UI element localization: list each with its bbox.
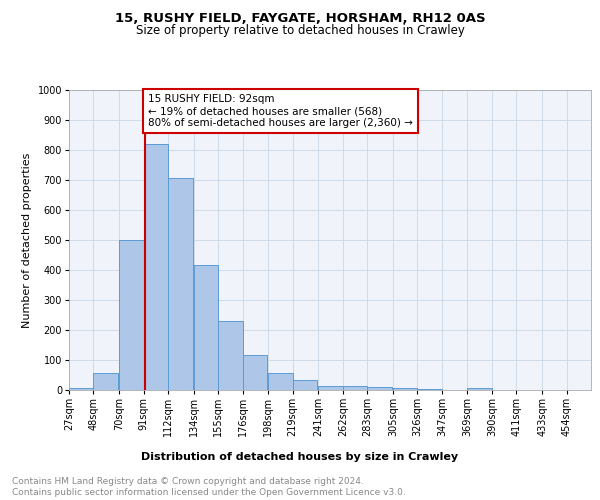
Text: 15, RUSHY FIELD, FAYGATE, HORSHAM, RH12 0AS: 15, RUSHY FIELD, FAYGATE, HORSHAM, RH12 … — [115, 12, 485, 26]
Text: Size of property relative to detached houses in Crawley: Size of property relative to detached ho… — [136, 24, 464, 37]
Bar — [418, 388, 442, 390]
Bar — [293, 380, 317, 390]
Bar — [319, 386, 343, 390]
Bar — [343, 386, 367, 390]
Bar — [94, 372, 118, 390]
Bar — [467, 388, 492, 390]
Y-axis label: Number of detached properties: Number of detached properties — [22, 152, 32, 328]
Bar — [242, 355, 267, 390]
Bar — [143, 144, 168, 390]
Bar — [69, 388, 94, 390]
Bar — [194, 264, 218, 390]
Bar — [367, 387, 392, 390]
Text: Distribution of detached houses by size in Crawley: Distribution of detached houses by size … — [142, 452, 458, 462]
Bar — [168, 178, 193, 390]
Text: 15 RUSHY FIELD: 92sqm
← 19% of detached houses are smaller (568)
80% of semi-det: 15 RUSHY FIELD: 92sqm ← 19% of detached … — [148, 94, 413, 128]
Bar — [119, 240, 143, 390]
Bar — [218, 320, 242, 390]
Bar — [393, 388, 418, 390]
Text: Contains HM Land Registry data © Crown copyright and database right 2024.
Contai: Contains HM Land Registry data © Crown c… — [12, 478, 406, 497]
Bar — [268, 373, 293, 390]
